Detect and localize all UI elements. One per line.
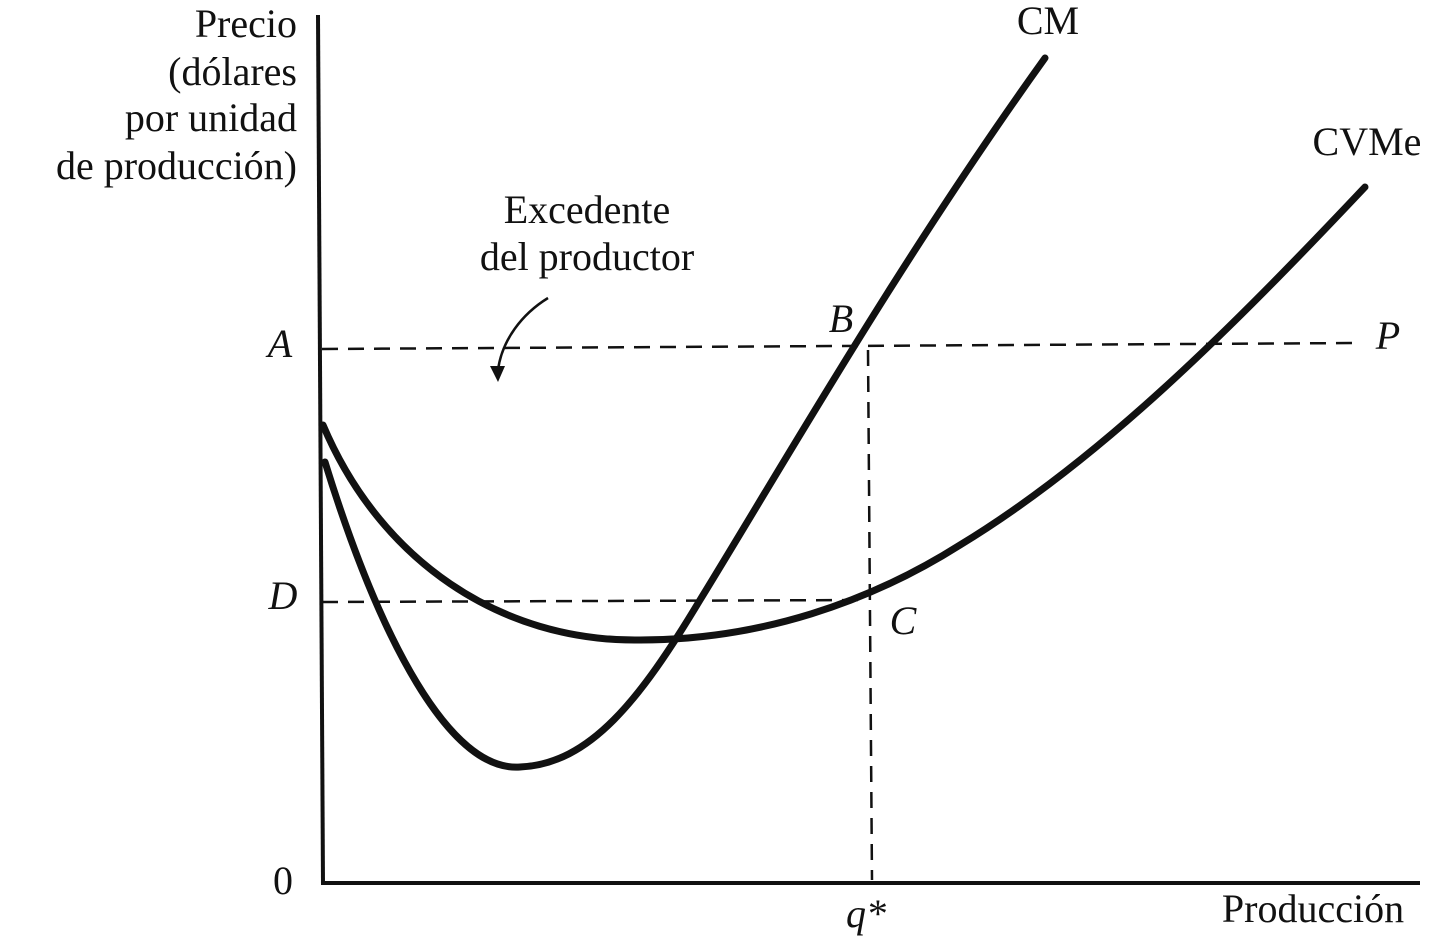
q-line [866,349,874,881]
x-axis-label: Producción [1222,886,1404,931]
avc-curve [319,183,1369,644]
y-axis-label: (dólares [168,49,297,94]
y-axis [316,14,325,886]
price-line [321,341,1361,351]
annotation: Excedente [504,187,671,232]
annotation: del productor [480,234,694,279]
d-line [321,598,869,604]
curve-label: CM [1017,0,1079,43]
point-label: D [268,573,298,618]
curve-label: CVMe [1313,119,1422,164]
point-label: B [829,296,853,341]
origin-label: 0 [273,858,293,903]
q-label: q* [846,891,886,936]
y-axis-label: de producción) [56,143,297,188]
arrow-head [490,366,505,382]
point-label: P [1375,313,1400,358]
y-axis-label: por unidad [125,95,297,140]
point-label: C [890,598,918,643]
y-axis-label: Precio [195,1,297,46]
point-label: A [265,321,293,366]
mc-curve [321,54,1049,771]
annotation-arrow [496,296,549,371]
